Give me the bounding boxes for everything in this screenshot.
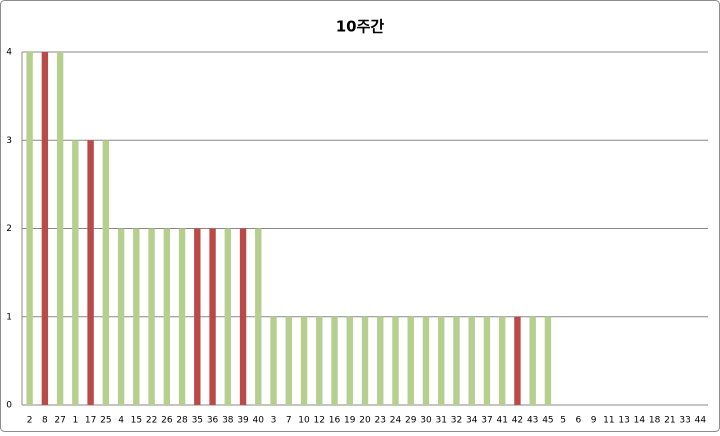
bar — [117, 228, 125, 405]
x-tick-label: 23 — [375, 416, 386, 426]
x-tick-label: 25 — [100, 416, 111, 426]
bar — [133, 228, 140, 405]
x-tick-label: 27 — [54, 416, 65, 426]
x-tick-label: 40 — [253, 416, 265, 426]
x-tick-label: 36 — [207, 416, 219, 426]
x-tick-label: 42 — [512, 416, 523, 426]
bar — [438, 316, 445, 405]
bar — [514, 316, 521, 405]
bar — [483, 316, 491, 405]
x-tick-label: 4 — [118, 416, 124, 426]
bar — [41, 52, 49, 405]
x-tick-label: 33 — [679, 416, 690, 426]
bar — [377, 316, 384, 405]
bar — [422, 316, 430, 405]
x-tick-label: 18 — [649, 416, 661, 426]
x-tick-label: 5 — [560, 416, 566, 426]
x-tick-label: 2 — [27, 416, 33, 426]
x-tick-label: 41 — [496, 416, 507, 426]
bar — [194, 228, 201, 405]
bar — [468, 316, 475, 405]
x-tick-label: 13 — [618, 416, 629, 426]
y-tick-label: 3 — [6, 136, 12, 146]
x-tick-label: 31 — [435, 416, 446, 426]
x-tick-label: 6 — [576, 416, 582, 426]
bar — [316, 316, 323, 405]
bar — [361, 316, 369, 405]
x-tick-label: 24 — [390, 416, 402, 426]
x-tick-label: 15 — [131, 416, 142, 426]
x-tick-label: 7 — [286, 416, 292, 426]
x-tick-label: 3 — [271, 416, 277, 426]
y-tick-label: 1 — [6, 312, 12, 322]
bar — [72, 140, 79, 405]
y-tick-label: 2 — [6, 224, 12, 234]
x-tick-label: 1 — [72, 416, 78, 426]
x-tick-label: 38 — [222, 416, 234, 426]
x-tick-label: 9 — [591, 416, 597, 426]
bar — [56, 52, 64, 405]
bar — [178, 228, 186, 405]
bar — [26, 52, 33, 405]
bar — [239, 228, 247, 405]
bar — [346, 316, 353, 405]
x-tick-label: 17 — [85, 416, 96, 426]
y-tick-label: 4 — [6, 48, 12, 58]
bar — [270, 316, 277, 405]
chart-title: 10주간 — [336, 18, 385, 36]
bar — [224, 228, 231, 405]
bar — [255, 228, 262, 405]
bar — [392, 316, 399, 405]
x-tick-label: 22 — [146, 416, 157, 426]
x-tick-label: 45 — [542, 416, 553, 426]
bar — [163, 228, 171, 405]
x-tick-label: 16 — [329, 416, 341, 426]
bar — [499, 316, 506, 405]
x-tick-label: 34 — [466, 416, 478, 426]
x-tick-label: 28 — [176, 416, 188, 426]
x-tick-label: 43 — [527, 416, 538, 426]
bar — [407, 316, 414, 405]
x-tick-label: 14 — [634, 416, 646, 426]
x-tick-label: 35 — [192, 416, 203, 426]
bar — [87, 140, 94, 405]
y-tick-label: 0 — [6, 401, 12, 411]
bar — [331, 316, 338, 405]
bar — [102, 140, 110, 405]
x-tick-label: 44 — [695, 416, 707, 426]
x-tick-label: 39 — [237, 416, 249, 426]
bar — [544, 316, 552, 405]
x-tick-label: 12 — [314, 416, 325, 426]
x-tick-label: 8 — [42, 416, 48, 426]
bar — [148, 228, 155, 405]
x-tick-label: 32 — [451, 416, 462, 426]
x-tick-label: 29 — [405, 416, 417, 426]
x-tick-label: 37 — [481, 416, 492, 426]
bar — [300, 316, 308, 405]
x-tick-label: 19 — [344, 416, 356, 426]
x-tick-label: 11 — [603, 416, 614, 426]
x-tick-label: 26 — [161, 416, 173, 426]
x-tick-label: 10 — [298, 416, 310, 426]
x-tick-label: 20 — [359, 416, 371, 426]
x-tick-label: 30 — [420, 416, 432, 426]
x-tick-label: 21 — [664, 416, 675, 426]
bar — [209, 228, 216, 405]
bar — [453, 316, 460, 405]
bar — [285, 316, 292, 405]
bar — [529, 316, 536, 405]
